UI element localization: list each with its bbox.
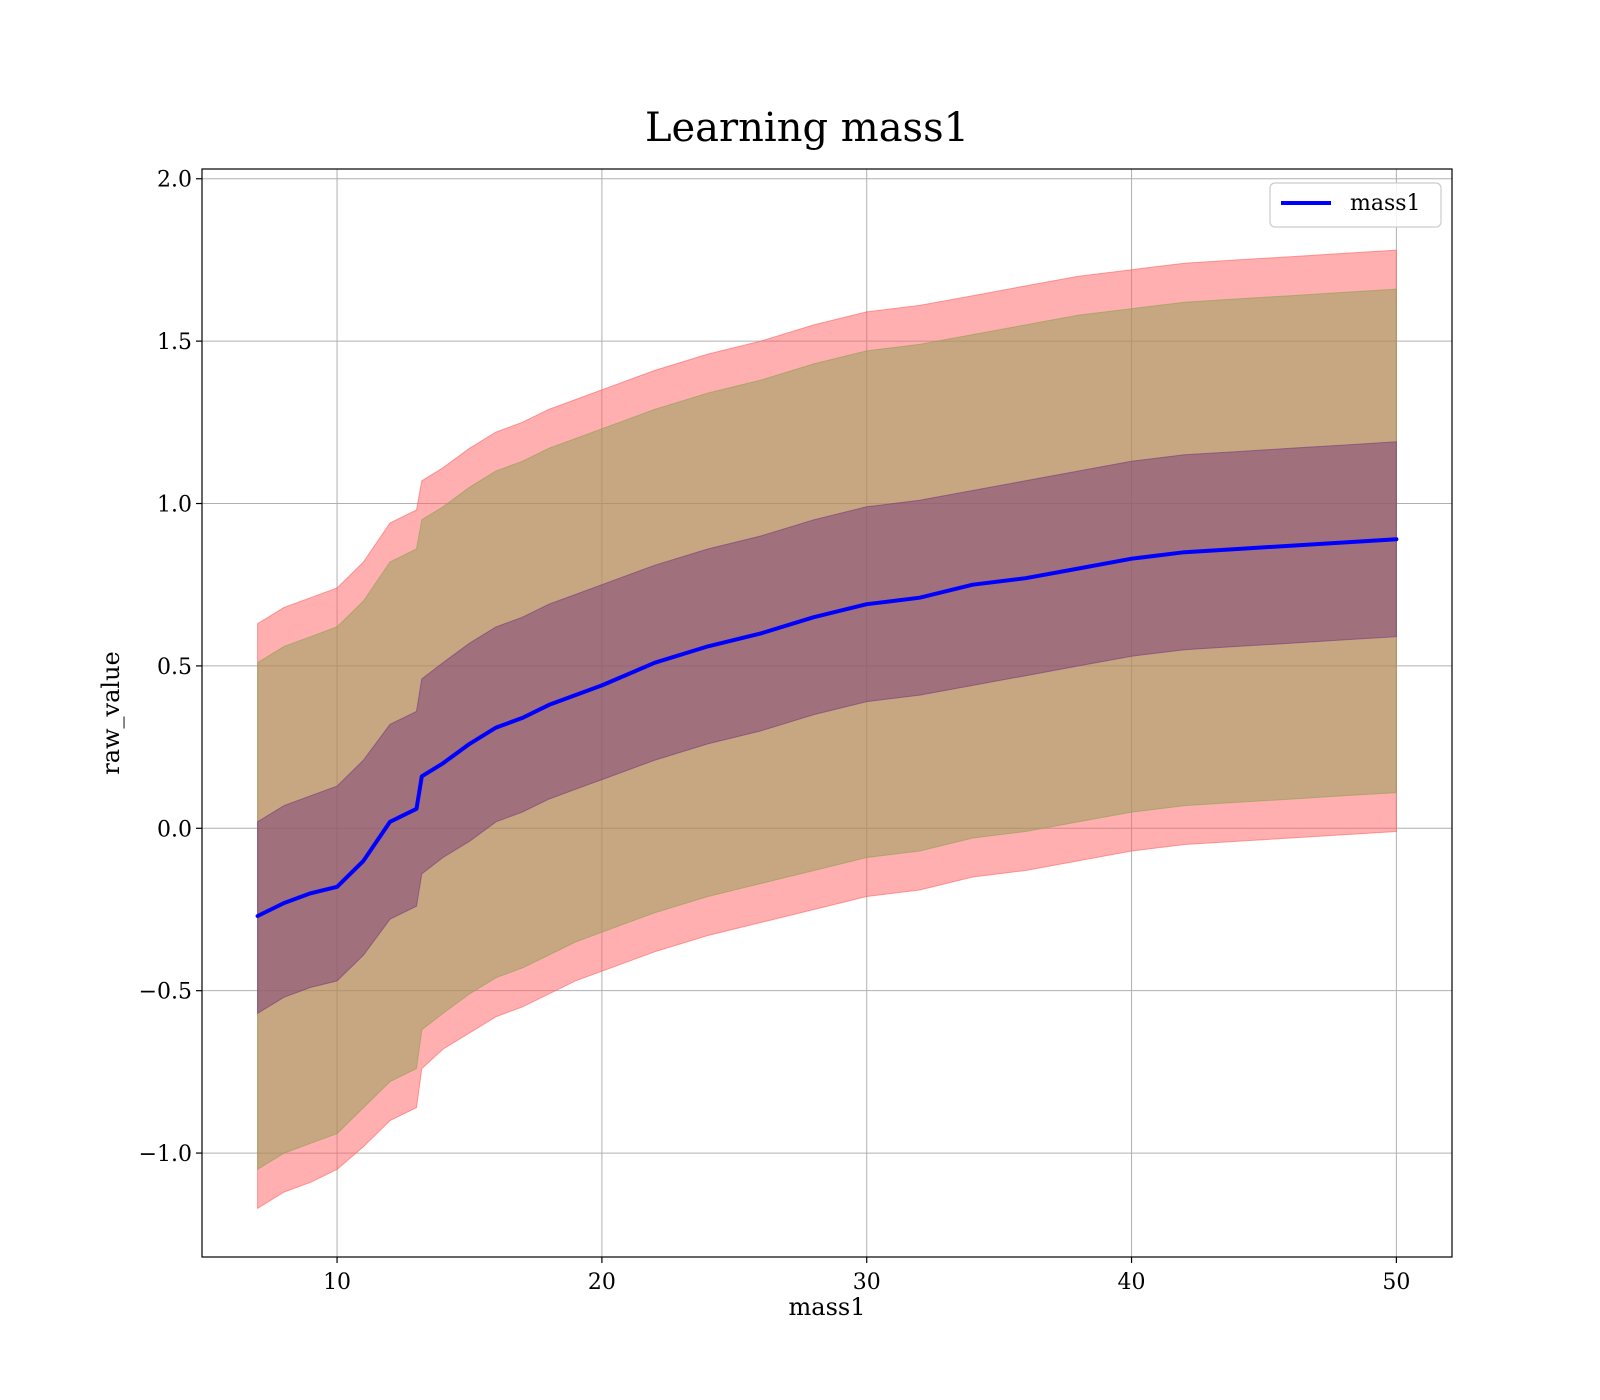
y-tick-label: −0.5 bbox=[139, 980, 192, 1005]
legend-label-mass1: mass1 bbox=[1350, 191, 1421, 216]
y-tick-label: 1.5 bbox=[157, 330, 192, 355]
x-axis-label: mass1 bbox=[789, 1293, 866, 1321]
y-tick-label: −1.0 bbox=[139, 1142, 192, 1167]
x-tick-label: 30 bbox=[853, 1270, 881, 1295]
x-tick-label: 50 bbox=[1382, 1270, 1410, 1295]
x-axis: 10 20 30 40 50 bbox=[323, 1257, 1410, 1295]
series-lines bbox=[255, 537, 1399, 918]
x-tick-label: 40 bbox=[1118, 1270, 1146, 1295]
x-tick-label: 10 bbox=[323, 1270, 351, 1295]
y-tick-label: 1.0 bbox=[157, 493, 192, 518]
plot-frame bbox=[201, 168, 1453, 1258]
series-line-mass1 bbox=[255, 537, 1399, 918]
bands bbox=[257, 249, 1397, 1210]
y-axis-label: raw_value bbox=[97, 651, 125, 775]
band-2 bbox=[257, 441, 1397, 1015]
legend: mass1 bbox=[1269, 182, 1442, 228]
y-tick-label: 0.5 bbox=[157, 655, 192, 680]
legend-box bbox=[1269, 182, 1442, 228]
y-axis: −1.0 −0.5 0.0 0.5 1.0 1.5 2.0 bbox=[139, 168, 202, 1167]
x-tick-label: 20 bbox=[588, 1270, 616, 1295]
chart-title: Learning mass1 bbox=[645, 105, 969, 151]
y-tick-label: 0.0 bbox=[157, 817, 192, 842]
y-tick-label: 2.0 bbox=[157, 168, 192, 193]
